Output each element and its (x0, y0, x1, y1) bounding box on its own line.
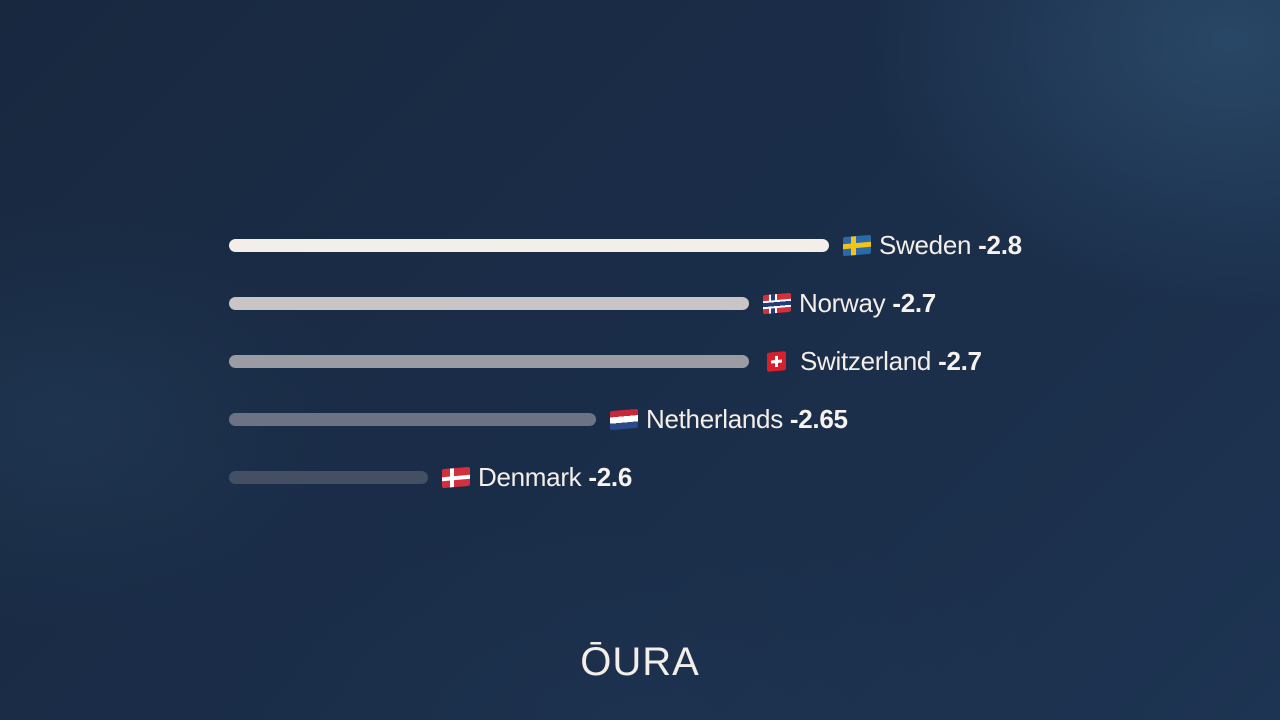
flag-norway-icon (763, 292, 791, 314)
value-label: -2.7 (938, 345, 982, 376)
value-label: -2.7 (892, 287, 936, 318)
flag-denmark-icon (442, 466, 470, 488)
chart-row-denmark: Denmark -2.6 (229, 462, 632, 492)
chart-row-switzerland: Switzerland -2.7 (229, 346, 982, 376)
oura-logo: ŌURA (580, 640, 700, 684)
chart-row-sweden: Sweden -2.8 (229, 230, 1022, 260)
country-label: Denmark (478, 461, 582, 492)
value-label: -2.65 (789, 403, 848, 434)
value-label: -2.8 (978, 229, 1022, 260)
value-label: -2.6 (588, 461, 632, 492)
country-label: Netherlands (646, 403, 783, 434)
country-label: Switzerland (800, 345, 932, 376)
chart-row-netherlands: Netherlands -2.65 (229, 404, 848, 434)
flag-netherlands-icon (610, 408, 638, 430)
bar-switzerland (229, 354, 749, 368)
bar-denmark (229, 470, 428, 484)
chart-row-norway: Norway -2.7 (229, 288, 936, 318)
bar-netherlands (229, 412, 596, 426)
flag-sweden-icon (843, 234, 871, 256)
country-label: Norway (799, 287, 886, 318)
bar-norway (229, 296, 749, 310)
bar-sweden (229, 238, 829, 252)
flag-switzerland-icon (767, 350, 786, 372)
country-label: Sweden (879, 229, 972, 260)
